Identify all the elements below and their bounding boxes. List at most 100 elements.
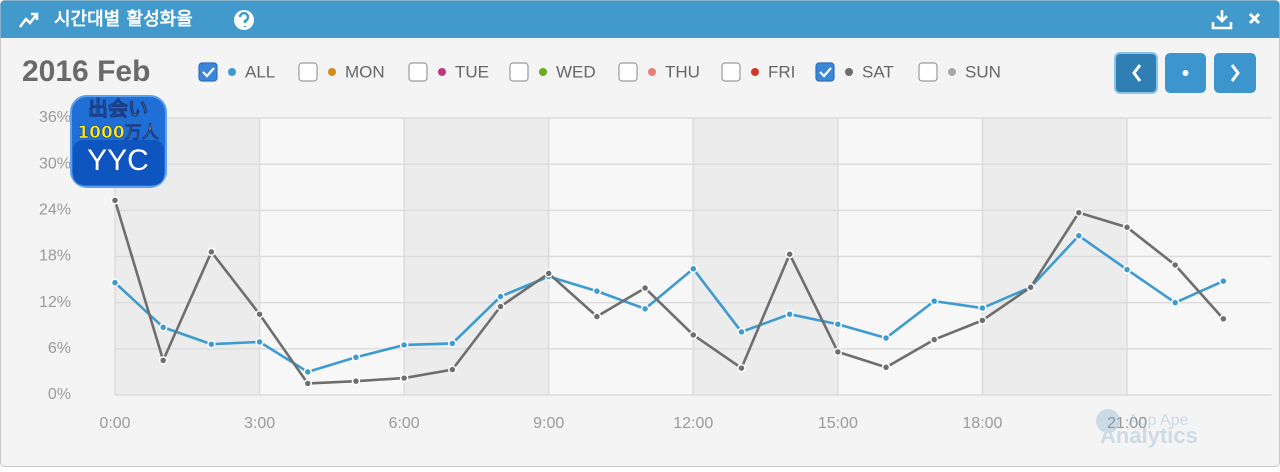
point (158, 323, 168, 332)
point (158, 356, 168, 365)
y-tick-label: 30% (39, 155, 71, 172)
point (303, 379, 313, 388)
checkbox (298, 62, 318, 82)
point (1074, 231, 1084, 240)
prev-button[interactable] (1114, 52, 1158, 94)
legend-dot (751, 68, 759, 76)
legend-label: ALL (245, 62, 275, 81)
y-tick-label: 12% (39, 294, 71, 311)
y-tick-label: 0% (48, 386, 71, 403)
x-tick-label: 21:00 (1107, 415, 1147, 432)
next-button[interactable] (1214, 53, 1256, 93)
x-tick-label: 18:00 (962, 415, 1002, 432)
checkbox (815, 62, 835, 82)
point (640, 304, 650, 314)
point (1026, 283, 1035, 292)
legend-item[interactable]: THU (618, 62, 700, 82)
legend-item[interactable]: SUN (918, 62, 1001, 82)
point (833, 347, 843, 357)
help-icon[interactable] (234, 10, 254, 30)
point (881, 363, 891, 372)
icon-text: 1000万人 (77, 123, 159, 143)
plot: 0% 6% 12% 18% 24% 30% 36% 0:00 3:00 6:00 9:00 12:00… (39, 109, 1272, 432)
x-tick-label: 15:00 (818, 415, 858, 432)
download-button[interactable] (1211, 10, 1233, 30)
point (689, 330, 698, 340)
checkbox (721, 62, 741, 82)
point (785, 309, 794, 319)
x-tick-label: 6:00 (389, 415, 420, 432)
icon-text: YYC (87, 144, 149, 177)
legend-label: THU (665, 62, 700, 81)
point (785, 249, 794, 259)
point (110, 278, 120, 287)
current-button[interactable] (1165, 53, 1206, 93)
watermark-text: Analytics (1100, 423, 1198, 448)
point (399, 340, 409, 350)
series-line (114, 234, 1224, 374)
legend-label: FRI (768, 62, 795, 81)
legend-item[interactable]: MON (298, 62, 385, 82)
checkbox (918, 62, 938, 82)
point (833, 319, 843, 329)
legend-dot (539, 68, 547, 76)
y-tick-label: 6% (48, 340, 71, 357)
point (1219, 314, 1228, 324)
legend-item[interactable]: SAT (815, 62, 894, 82)
legend-dot (648, 68, 656, 76)
checkmark (202, 67, 215, 78)
x-tick-label: 12:00 (673, 415, 713, 432)
point (1170, 298, 1180, 307)
series-line (113, 199, 1225, 385)
point (448, 339, 457, 348)
point (881, 333, 891, 343)
point (737, 363, 746, 373)
legend-item[interactable]: ALL (198, 62, 275, 82)
legend-dot (948, 68, 956, 76)
point (1219, 276, 1228, 286)
legend-dot (328, 68, 336, 76)
y-tick-label: 18% (39, 248, 71, 265)
point (1170, 260, 1180, 270)
watermark-text: App Ape (1128, 412, 1189, 429)
checkbox (509, 62, 529, 82)
point (737, 327, 746, 337)
y-tick-label: 24% (39, 202, 71, 219)
checkbox (408, 62, 428, 82)
point (207, 339, 216, 349)
close-button[interactable] (1248, 12, 1261, 25)
header-bar (0, 0, 1280, 38)
point (640, 283, 650, 293)
checkmark (819, 67, 832, 78)
point (592, 286, 602, 296)
point (978, 303, 987, 313)
legend-item[interactable]: FRI (721, 62, 795, 82)
header-title: 시간대별 활성화율 (54, 9, 193, 30)
checkbox (198, 62, 218, 82)
point (351, 353, 361, 362)
legend-item[interactable]: TUE (408, 62, 489, 82)
point (1122, 265, 1132, 274)
watermark: App Ape Analytics (1096, 409, 1198, 448)
legend-label: SUN (965, 62, 1001, 81)
legend-dot (438, 68, 446, 76)
point (496, 292, 505, 301)
point (929, 296, 939, 306)
chart-icon (19, 12, 39, 28)
point (303, 367, 313, 377)
legend-label: MON (345, 62, 385, 81)
checkbox (618, 62, 638, 82)
icon-text: 出会い (88, 97, 148, 121)
legend-label: SAT (862, 62, 894, 81)
x-tick-label: 0:00 (99, 415, 130, 432)
point (496, 302, 505, 311)
point (110, 196, 120, 205)
point (351, 376, 361, 386)
point (1122, 223, 1132, 232)
point (255, 309, 264, 319)
point (544, 269, 553, 278)
point (592, 312, 602, 321)
legend-dot (845, 68, 853, 76)
legend-item[interactable]: WED (509, 62, 596, 82)
